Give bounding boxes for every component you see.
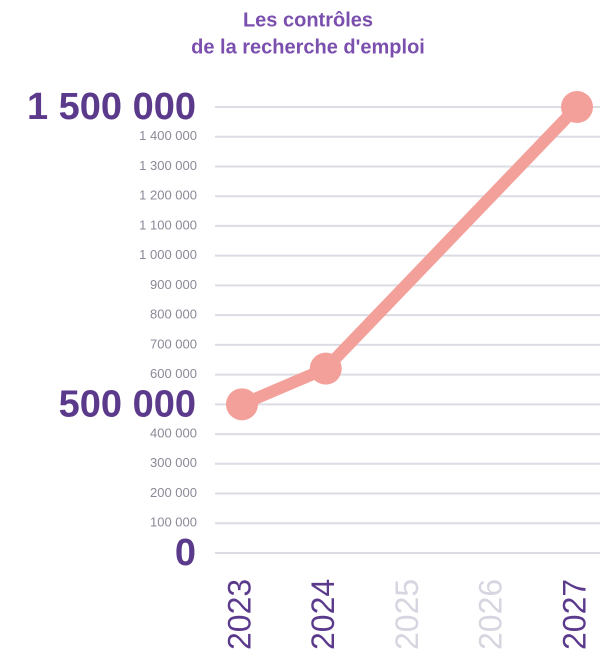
y-tick-label: 900 000 xyxy=(150,277,197,292)
x-tick-label: 2026 xyxy=(473,579,509,650)
chart-title: Les contrôles xyxy=(243,9,373,31)
y-tick-label: 500 000 xyxy=(59,383,196,425)
y-tick-label: 300 000 xyxy=(150,455,197,470)
x-tick-label: 2027 xyxy=(556,579,592,650)
y-tick-label: 200 000 xyxy=(150,485,197,500)
y-tick-label: 1 200 000 xyxy=(139,188,197,203)
point xyxy=(309,352,342,385)
y-tick-label: 700 000 xyxy=(150,336,197,351)
point xyxy=(226,388,258,421)
x-tick-label: 2024 xyxy=(305,579,341,650)
x-tick-label: 2025 xyxy=(389,579,425,650)
chart-title: de la recherche d'emploi xyxy=(191,36,425,58)
y-tick-label: 1 100 000 xyxy=(139,217,197,232)
y-tick-label: 0 xyxy=(175,532,196,574)
y-tick-label: 1 300 000 xyxy=(139,158,197,173)
y-tick-label: 400 000 xyxy=(150,426,197,441)
y-tick-label: 1 000 000 xyxy=(139,247,197,262)
x-tick-label: 2023 xyxy=(221,579,257,650)
point xyxy=(561,91,593,123)
y-tick-label: 800 000 xyxy=(150,307,197,322)
y-tick-label: 100 000 xyxy=(150,515,197,530)
y-tick-label: 1 500 000 xyxy=(27,86,196,128)
y-tick-label: 1 400 000 xyxy=(139,128,197,143)
y-tick-label: 600 000 xyxy=(150,366,197,381)
